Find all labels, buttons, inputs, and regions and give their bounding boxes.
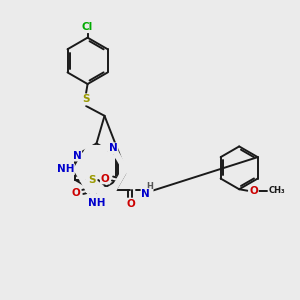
Text: O: O (249, 186, 258, 196)
Text: S: S (82, 94, 90, 104)
Text: N: N (109, 143, 118, 153)
Text: N: N (73, 151, 81, 160)
Text: NH: NH (88, 198, 105, 208)
Text: NH: NH (56, 164, 74, 174)
Text: N: N (142, 189, 150, 199)
Text: Cl: Cl (82, 22, 93, 32)
Text: S: S (88, 175, 95, 185)
Text: O: O (71, 188, 80, 198)
Text: O: O (101, 173, 110, 184)
Text: CH₃: CH₃ (269, 186, 286, 195)
Text: O: O (126, 199, 135, 209)
Text: H: H (146, 182, 153, 191)
